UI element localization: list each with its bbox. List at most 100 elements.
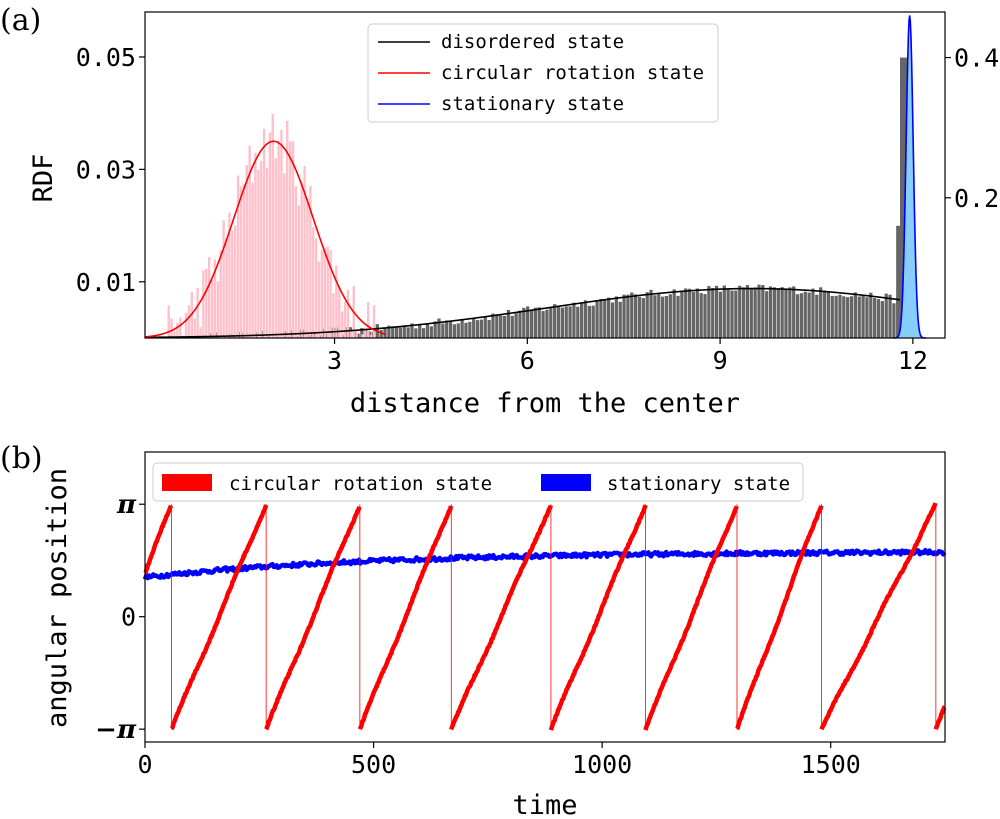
- disordered-bar: [549, 308, 553, 338]
- circular-bar: [265, 167, 269, 338]
- disordered-bar: [849, 296, 854, 338]
- disordered-bar: [518, 310, 522, 338]
- circular-bar: [369, 334, 373, 338]
- circular-bar: [222, 220, 225, 338]
- rdf-x-tick-label: 9: [713, 346, 728, 375]
- circular-bar: [280, 130, 283, 338]
- disordered-bar: [780, 287, 784, 338]
- rotation-angle-segment: [643, 505, 739, 731]
- rdf-y-axis-title: RDF: [28, 154, 59, 203]
- legend-label-stationary: stationary state: [441, 93, 624, 115]
- circular-bar: [187, 305, 191, 338]
- circular-bar: [332, 293, 335, 338]
- circular-bar: [173, 330, 176, 338]
- stationary-trace: [142, 547, 947, 581]
- disordered-bar: [456, 323, 460, 338]
- disordered-bar: [865, 297, 869, 338]
- disordered-bar: [418, 324, 422, 338]
- disordered-bar: [676, 295, 680, 338]
- disordered-bar: [691, 291, 696, 338]
- disordered-bar: [741, 287, 746, 338]
- circular-bar: [271, 113, 274, 338]
- disordered-bar: [464, 322, 468, 338]
- disordered-bar: [491, 313, 495, 338]
- rotation-angle-segment: [548, 504, 648, 731]
- disordered-bar: [614, 296, 618, 338]
- disordered-bar: [861, 295, 865, 338]
- disordered-bar: [703, 294, 707, 338]
- rdf-legend: disordered state circular rotation state…: [367, 23, 719, 123]
- rdf-x-axis-title: distance from the center: [350, 388, 740, 419]
- disordered-bar: [880, 301, 884, 338]
- circular-bar: [176, 322, 179, 338]
- rotation-angle-segment: [449, 504, 553, 731]
- disordered-bar: [410, 323, 414, 338]
- disordered-bar: [730, 290, 734, 338]
- angle-plot: 0 500 1000 1500 −π0π time angular position …: [42, 451, 947, 819]
- disordered-bar: [711, 287, 715, 338]
- circular-bar: [288, 141, 292, 338]
- circular-bar: [320, 250, 324, 338]
- disordered-bar: [472, 318, 476, 338]
- circular-bar: [167, 305, 170, 338]
- disordered-bar: [660, 296, 665, 338]
- disordered-bar: [657, 294, 661, 338]
- rotation-angle-segment: [143, 504, 174, 575]
- disordered-bar: [391, 326, 395, 338]
- angle-x-tick-label: 500: [351, 750, 396, 779]
- disordered-bar: [310, 331, 314, 338]
- disordered-bar: [869, 292, 873, 338]
- circular-bar: [355, 331, 358, 338]
- rdf-y-tick-label: 0.05: [76, 43, 136, 72]
- disordered-bar: [618, 301, 622, 338]
- disordered-bar: [560, 307, 564, 338]
- disordered-bar: [714, 285, 719, 338]
- circular-bar: [340, 311, 344, 338]
- disordered-bar: [333, 327, 337, 338]
- disordered-bar: [433, 321, 437, 338]
- disordered-bar: [468, 321, 472, 338]
- circular-bar: [219, 250, 222, 338]
- disordered-bar: [398, 327, 403, 338]
- disordered-bar: [795, 294, 800, 338]
- circular-bar: [303, 165, 306, 338]
- circular-bar: [260, 160, 263, 338]
- circular-bar: [326, 246, 329, 338]
- disordered-bar: [734, 290, 738, 338]
- disordered-bar: [695, 288, 699, 338]
- circular-bar: [216, 281, 220, 338]
- disordered-bar: [383, 327, 387, 338]
- disordered-bar: [819, 287, 823, 338]
- disordered-bar: [653, 295, 657, 338]
- circular-bar: [205, 268, 208, 338]
- angle-y-tick-label: π: [116, 490, 137, 520]
- angle-legend-box: [152, 462, 804, 502]
- disordered-bar: [784, 289, 788, 338]
- disordered-bar: [506, 309, 511, 338]
- circular-bar: [239, 186, 243, 338]
- disordered-bar: [591, 305, 595, 338]
- circular-bar: [364, 328, 367, 338]
- angle-y-ticks: −π 0 π: [95, 490, 145, 745]
- circular-bar: [277, 140, 280, 338]
- disordered-bar: [414, 328, 418, 338]
- disordered-bar: [510, 315, 514, 338]
- disordered-bar: [726, 289, 730, 338]
- circular-bar: [233, 225, 237, 338]
- disordered-bar: [367, 331, 372, 338]
- rotation-angle-segment: [933, 705, 947, 730]
- disordered-bar: [753, 287, 757, 338]
- disordered-bar: [406, 327, 410, 338]
- circular-fit-curve: [144, 140, 387, 338]
- circular-bar: [346, 289, 350, 338]
- rdf-y-ticks: 0.01 0.03 0.05: [76, 43, 145, 297]
- disordered-bar: [884, 293, 888, 338]
- disordered-bar: [379, 330, 383, 338]
- circular-bar: [349, 330, 353, 338]
- rotation-angle-segment: [169, 504, 269, 731]
- disordered-bar: [545, 309, 549, 338]
- circular-bar: [202, 270, 205, 338]
- disordered-bar: [772, 287, 777, 338]
- angle-plot-frame: [144, 451, 946, 743]
- panel-b-label: (b): [0, 441, 43, 476]
